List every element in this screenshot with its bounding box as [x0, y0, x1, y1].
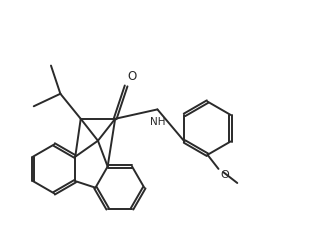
Text: O: O — [220, 170, 229, 181]
Text: NH: NH — [150, 117, 165, 127]
Text: O: O — [128, 70, 137, 83]
